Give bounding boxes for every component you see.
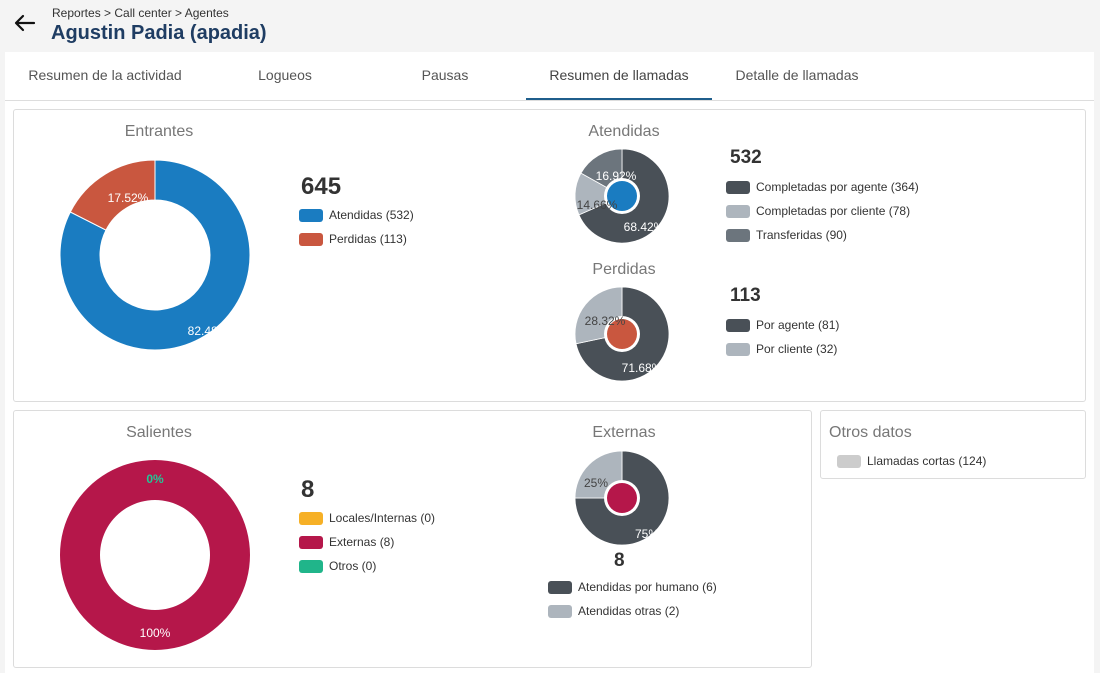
content-area: Entrantes 82.48% 17.52% 645 Atendidas (53…	[5, 101, 1094, 673]
externas-legend: Atendidas por humano (6) Atendidas otras…	[548, 575, 717, 623]
slice-label: 100%	[140, 626, 171, 640]
legend-item[interactable]: Por cliente (32)	[726, 337, 839, 361]
donut-slice[interactable]	[59, 460, 250, 650]
page-header: Reportes > Call center > Agentes Agustin…	[0, 0, 1100, 52]
entrantes-donut-chart: 82.48% 17.52%	[59, 159, 251, 351]
legend-item[interactable]: Externas (8)	[299, 530, 435, 554]
page-title: Agustin Padia (apadia)	[51, 22, 267, 44]
legend-swatch	[299, 232, 323, 246]
legend-swatch	[726, 228, 750, 242]
incoming-calls-card: Entrantes 82.48% 17.52% 645 Atendidas (53…	[13, 109, 1086, 402]
salientes-legend: Locales/Internas (0) Externas (8) Otros …	[299, 506, 435, 578]
legend-label: Externas (8)	[329, 535, 395, 549]
slice-label: 82.48%	[188, 324, 229, 338]
salientes-donut-chart: 100% 0%	[59, 460, 250, 650]
legend-swatch	[548, 580, 572, 594]
legend-swatch	[726, 204, 750, 218]
legend-label: Atendidas otras (2)	[578, 604, 680, 618]
otros-datos-legend: Llamadas cortas (124)	[837, 449, 986, 473]
perdidas-total: 113	[730, 285, 761, 306]
legend-label: Atendidas (532)	[329, 208, 414, 222]
tab-pausas[interactable]: Pausas	[421, 67, 469, 83]
slice-label: 28.32%	[585, 314, 626, 328]
legend-item[interactable]: Atendidas por humano (6)	[548, 575, 717, 599]
tab-resumen-llamadas[interactable]: Resumen de llamadas	[526, 52, 712, 100]
center-dot	[607, 181, 637, 211]
legend-label: Llamadas cortas (124)	[867, 454, 987, 468]
legend-item[interactable]: Atendidas otras (2)	[548, 599, 717, 623]
legend-label: Completadas por cliente (78)	[756, 204, 911, 218]
legend-label: Atendidas por humano (6)	[578, 580, 717, 594]
legend-swatch	[299, 208, 323, 222]
externas-total: 8	[614, 550, 625, 571]
legend-item[interactable]: Completadas por agente (364)	[726, 175, 919, 199]
slice-label: 71.68%	[622, 361, 663, 375]
legend-label: Locales/Internas (0)	[329, 511, 436, 525]
slice-label: 16.92%	[596, 169, 637, 183]
other-data-card: Otros datos Llamadas cortas (124)	[820, 410, 1086, 479]
legend-item[interactable]: Llamadas cortas (124)	[837, 449, 986, 473]
legend-swatch	[299, 511, 323, 525]
tab-resumen-actividad[interactable]: Resumen de la actividad	[28, 67, 182, 83]
breadcrumb[interactable]: Reportes > Call center > Agentes	[52, 6, 229, 20]
center-dot	[607, 483, 637, 513]
entrantes-title: Entrantes	[124, 123, 194, 140]
atendidas-legend: Completadas por agente (364) Completadas…	[726, 175, 919, 247]
legend-item[interactable]: Por agente (81)	[726, 313, 839, 337]
slice-label: 17.52%	[108, 191, 149, 205]
perdidas-pie-chart: 71.68% 28.32%	[574, 286, 670, 382]
back-arrow-icon[interactable]	[12, 10, 38, 36]
perdidas-legend: Por agente (81) Por cliente (32)	[726, 313, 839, 361]
legend-item[interactable]: Completadas por cliente (78)	[726, 199, 919, 223]
tab-logueos[interactable]: Logueos	[258, 67, 312, 83]
externas-title: Externas	[592, 424, 656, 441]
legend-label: Otros (0)	[329, 559, 377, 573]
entrantes-legend: Atendidas (532) Perdidas (113)	[299, 203, 414, 251]
legend-swatch	[726, 180, 750, 194]
legend-label: Perdidas (113)	[329, 232, 407, 246]
legend-swatch	[299, 559, 323, 573]
legend-item[interactable]: Atendidas (532)	[299, 203, 414, 227]
legend-item[interactable]: Locales/Internas (0)	[299, 506, 435, 530]
outgoing-calls-card: Salientes 100% 0% 8 Locales/Internas (0) …	[13, 410, 812, 668]
atendidas-pie-chart: 68.42% 14.66% 16.92%	[574, 148, 670, 244]
legend-item[interactable]: Otros (0)	[299, 554, 435, 578]
slice-label: 75%	[635, 527, 659, 541]
legend-swatch	[726, 318, 750, 332]
salientes-title: Salientes	[126, 424, 192, 441]
legend-label: Completadas por agente (364)	[756, 180, 919, 194]
tab-bar: Resumen de la actividad Logueos Pausas R…	[5, 52, 1094, 101]
legend-item[interactable]: Transferidas (90)	[726, 223, 919, 247]
legend-swatch	[299, 535, 323, 549]
legend-swatch	[726, 342, 750, 356]
legend-swatch	[548, 604, 572, 618]
slice-label: 25%	[584, 476, 608, 490]
salientes-total: 8	[301, 476, 315, 503]
slice-label: 0%	[146, 472, 164, 486]
donut-slice[interactable]	[59, 159, 251, 351]
perdidas-title: Perdidas	[592, 261, 656, 278]
externas-pie-chart: 75% 25%	[574, 450, 670, 546]
otros-datos-title: Otros datos	[829, 424, 912, 441]
legend-label: Por cliente (32)	[756, 342, 838, 356]
atendidas-total: 532	[730, 147, 762, 168]
legend-swatch	[837, 454, 861, 468]
entrantes-total: 645	[301, 173, 342, 200]
slice-label: 68.42%	[624, 220, 665, 234]
legend-item[interactable]: Perdidas (113)	[299, 227, 414, 251]
legend-label: Transferidas (90)	[756, 228, 847, 242]
center-dot	[607, 319, 637, 349]
tab-detalle-llamadas[interactable]: Detalle de llamadas	[735, 67, 859, 83]
legend-label: Por agente (81)	[756, 318, 840, 332]
donut-slice[interactable]	[69, 159, 156, 231]
slice-label: 14.66%	[577, 198, 618, 212]
atendidas-title: Atendidas	[588, 123, 660, 140]
